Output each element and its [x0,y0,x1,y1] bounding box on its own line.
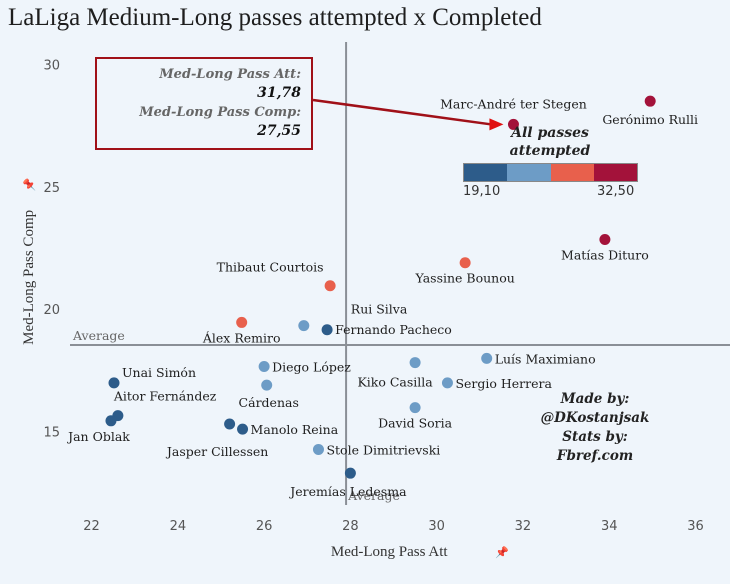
credits-line: Stats by: [562,429,628,445]
point-label: Manolo Reina [251,422,339,437]
data-point [105,415,117,427]
point-label: Cárdenas [239,395,299,410]
point-label: Rui Silva [351,302,408,317]
annotation-arrow-line [312,98,492,126]
credits-line: @DKostanjsak [540,410,650,426]
data-point [409,402,421,414]
point-label: Jasper Cillessen [165,444,268,459]
data-point [481,352,493,364]
point-label: Diego López [272,359,351,374]
color-legend-min: 19,10 [463,184,501,199]
color-legend-swatch [464,164,508,181]
data-point [459,257,471,269]
point-label: Marc-André ter Stegen [440,96,587,111]
color-legend-max: 32,50 [597,184,635,199]
point-label: Jeremías Ledesma [288,484,407,499]
point-label: Aitor Fernández [113,389,217,404]
annotation-arrow-head [489,118,504,131]
x-tick-label: 22 [83,519,100,534]
color-legend-title: All passes attempted [509,125,591,159]
data-point [321,324,333,336]
color-legend-swatch [593,164,637,181]
data-point [507,118,519,130]
point-label: Thibaut Courtois [217,260,324,275]
y-tick-label: 15 [43,426,60,441]
data-point [108,377,120,389]
credits-line: Fbref.com [556,448,634,464]
callout-comp-value: 27,55 [257,123,301,139]
chart-title: LaLiga Medium-Long passes attempted x Co… [8,4,542,31]
point-label: Stole Dimitrievski [326,442,440,457]
point-label: Matías Dituro [561,247,649,262]
point-label: Yassine Bounou [414,271,514,286]
pin-icon: 📌 [495,545,509,559]
data-point [599,233,611,245]
point-label: Jan Oblak [66,429,130,444]
x-tick-label: 32 [515,519,532,534]
data-point [261,379,273,391]
color-legend-swatch [550,164,594,181]
data-point [312,443,324,455]
x-tick-label: 34 [601,519,618,534]
x-tick-label: 28 [342,519,359,534]
data-point [224,418,236,430]
pin-icon: 📌 [22,178,36,192]
x-tick-label: 24 [170,519,187,534]
data-point [236,316,248,328]
x-axis-title: Med-Long Pass Att [331,544,449,560]
data-point [324,280,336,292]
data-point [258,360,270,372]
x-tick-label: 36 [687,519,704,534]
y-axis-title: Med-Long Pass Comp [21,210,37,345]
callout-att-label: Med-Long Pass Att: [159,67,301,82]
x-tick-label: 26 [256,519,273,534]
highlight-callout-box: Med-Long Pass Att: 31,78 Med-Long Pass C… [95,57,313,150]
callout-comp-label: Med-Long Pass Comp: [139,105,301,120]
data-point [237,423,249,435]
average-label-horizontal: Average [72,328,125,343]
credits-line: Made by: [560,391,630,407]
color-legend-swatch [507,164,551,181]
y-tick-label: 25 [43,181,60,196]
point-label: Kiko Casilla [357,375,433,390]
point-label: Luís Maximiano [495,351,596,366]
data-point [344,467,356,479]
point-label: David Soria [378,416,453,431]
y-tick-label: 20 [43,303,60,318]
color-legend-bar [463,163,638,182]
y-tick-label: 30 [43,58,60,73]
data-point [441,377,453,389]
point-label: Unai Simón [122,365,196,380]
point-label: Sergio Herrera [455,376,552,391]
data-point [644,95,656,107]
point-label: Gerónimo Rulli [602,112,698,127]
credits: Made by: @DKostanjsak Stats by: Fbref.co… [530,390,660,466]
callout-att-value: 31,78 [257,85,301,101]
x-tick-label: 30 [428,519,445,534]
data-point [298,320,310,332]
average-label-vertical: Average [347,488,400,503]
data-point [409,357,421,369]
point-label: Fernando Pacheco [335,322,452,337]
point-label: Álex Remiro [202,330,281,345]
